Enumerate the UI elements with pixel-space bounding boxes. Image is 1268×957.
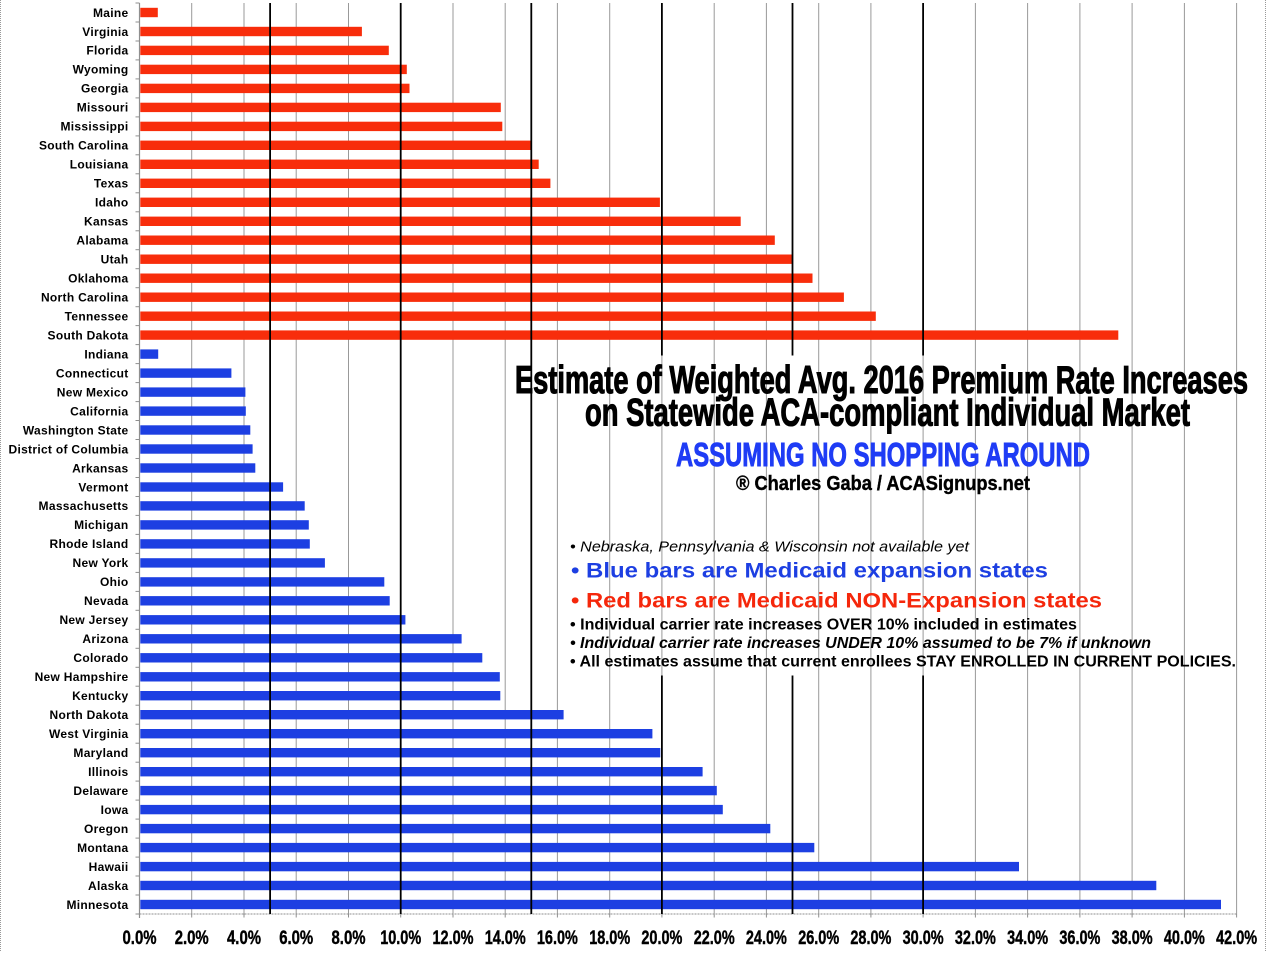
svg-text:Maine: Maine [93, 6, 129, 20]
svg-text:Massachusetts: Massachusetts [39, 499, 129, 513]
svg-text:Hawaii: Hawaii [89, 860, 129, 874]
svg-text:Alabama: Alabama [76, 234, 128, 248]
svg-text:24.0%: 24.0% [746, 928, 787, 949]
svg-text:18.0%: 18.0% [589, 928, 630, 949]
svg-text:• Individual carrier rate incr: • Individual carrier rate increases UNDE… [570, 635, 1151, 652]
svg-text:Delaware: Delaware [73, 784, 128, 798]
svg-text:Tennessee: Tennessee [65, 310, 129, 324]
svg-text:• Individual carrier rate incr: • Individual carrier rate increases OVER… [570, 617, 1077, 634]
svg-text:32.0%: 32.0% [955, 928, 996, 949]
svg-text:New Mexico: New Mexico [57, 385, 129, 399]
svg-text:Alaska: Alaska [88, 879, 129, 893]
svg-text:Kentucky: Kentucky [72, 689, 128, 703]
svg-text:ASSUMING NO SHOPPING AROUND: ASSUMING NO SHOPPING AROUND [676, 436, 1090, 473]
svg-text:28.0%: 28.0% [850, 928, 891, 949]
svg-text:• Blue bars are Medicaid expan: • Blue bars are Medicaid expansion state… [571, 560, 1048, 583]
svg-text:South Dakota: South Dakota [48, 328, 129, 342]
svg-text:Indiana: Indiana [84, 347, 128, 361]
svg-text:North Carolina: North Carolina [41, 291, 129, 305]
svg-text:Washington State: Washington State [23, 423, 129, 437]
svg-text:New York: New York [73, 556, 129, 570]
svg-text:South Carolina: South Carolina [39, 139, 129, 153]
svg-text:26.0%: 26.0% [798, 928, 839, 949]
svg-text:Texas: Texas [94, 177, 129, 191]
svg-text:Estimate of Weighted Avg. 2016: Estimate of Weighted Avg. 2016 Premium R… [515, 359, 1248, 402]
svg-text:40.0%: 40.0% [1164, 928, 1205, 949]
svg-text:Kansas: Kansas [84, 215, 129, 229]
svg-text:Arkansas: Arkansas [72, 461, 128, 475]
svg-text:22.0%: 22.0% [694, 928, 735, 949]
svg-text:14.0%: 14.0% [485, 928, 526, 949]
svg-text:10.0%: 10.0% [380, 928, 421, 949]
svg-text:Michigan: Michigan [74, 518, 128, 532]
svg-text:6.0%: 6.0% [279, 928, 313, 949]
svg-text:Utah: Utah [101, 253, 129, 267]
svg-text:Wyoming: Wyoming [73, 63, 129, 77]
svg-text:Oregon: Oregon [84, 822, 128, 836]
svg-text:Florida: Florida [86, 44, 128, 58]
svg-text:Ohio: Ohio [100, 575, 129, 589]
svg-text:Rhode Island: Rhode Island [50, 537, 129, 551]
svg-text:Illinois: Illinois [88, 765, 128, 779]
svg-text:20.0%: 20.0% [641, 928, 682, 949]
svg-text:2.0%: 2.0% [175, 928, 209, 949]
svg-text:30.0%: 30.0% [903, 928, 944, 949]
svg-text:California: California [70, 404, 128, 418]
svg-text:36.0%: 36.0% [1059, 928, 1100, 949]
svg-text:New Hampshire: New Hampshire [35, 670, 129, 684]
svg-text:District of Columbia: District of Columbia [8, 442, 128, 456]
svg-text:• Nebraska, Pennsylvania & Wis: • Nebraska, Pennsylvania & Wisconsin not… [570, 539, 970, 556]
svg-text:North Dakota: North Dakota [50, 708, 129, 722]
svg-text:38.0%: 38.0% [1112, 928, 1153, 949]
svg-text:42.0%: 42.0% [1216, 928, 1257, 949]
svg-text:Iowa: Iowa [101, 803, 129, 817]
svg-text:Georgia: Georgia [81, 82, 128, 96]
svg-text:• All estimates assume that cu: • All estimates assume that current enro… [570, 654, 1236, 671]
svg-text:Montana: Montana [77, 841, 128, 855]
svg-text:New Jersey: New Jersey [59, 613, 128, 627]
svg-text:12.0%: 12.0% [433, 928, 474, 949]
svg-text:8.0%: 8.0% [332, 928, 366, 949]
svg-text:4.0%: 4.0% [227, 928, 261, 949]
svg-text:West Virginia: West Virginia [49, 727, 129, 741]
svg-text:Vermont: Vermont [78, 480, 128, 494]
svg-text:• Red bars are Medicaid NON-Ex: • Red bars are Medicaid NON-Expansion st… [571, 590, 1102, 613]
svg-text:Maryland: Maryland [73, 746, 128, 760]
svg-text:® Charles Gaba / ACASignups.ne: ® Charles Gaba / ACASignups.net [736, 473, 1030, 495]
svg-text:Louisiana: Louisiana [70, 158, 129, 172]
svg-text:Virginia: Virginia [82, 25, 128, 39]
svg-text:0.0%: 0.0% [123, 928, 157, 949]
svg-text:16.0%: 16.0% [537, 928, 578, 949]
svg-text:Nevada: Nevada [84, 594, 129, 608]
svg-text:Colorado: Colorado [73, 651, 128, 665]
svg-text:Idaho: Idaho [95, 196, 129, 210]
svg-text:Connecticut: Connecticut [56, 366, 129, 380]
svg-text:on Statewide ACA-compliant Ind: on Statewide ACA-compliant Individual Ma… [585, 392, 1190, 435]
svg-text:Missouri: Missouri [77, 101, 129, 115]
svg-text:Mississippi: Mississippi [61, 120, 129, 134]
svg-text:Arizona: Arizona [82, 632, 128, 646]
svg-text:Oklahoma: Oklahoma [68, 272, 128, 286]
svg-text:Minnesota: Minnesota [66, 898, 128, 912]
svg-text:34.0%: 34.0% [1007, 928, 1048, 949]
